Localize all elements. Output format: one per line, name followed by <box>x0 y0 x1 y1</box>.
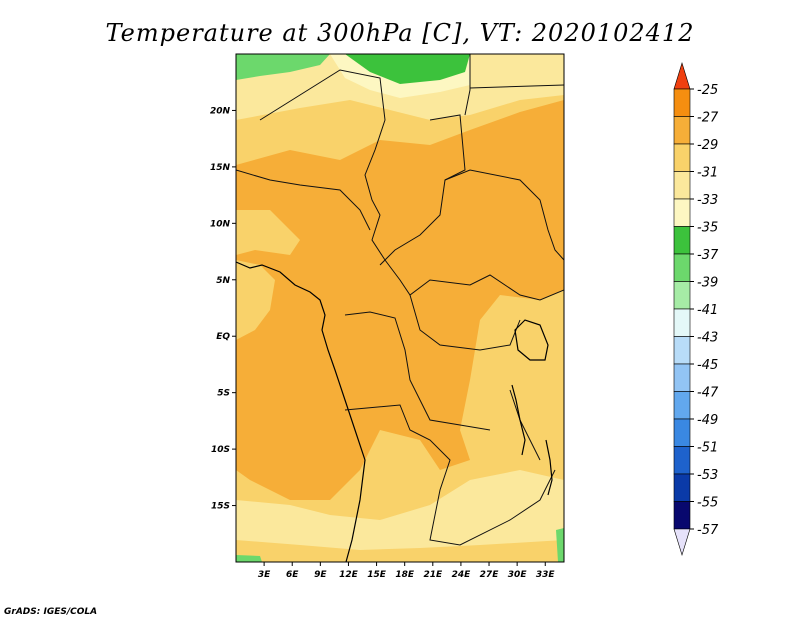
colorbar-label: -25 <box>697 83 718 98</box>
map-title: Temperature at 300hPa [C], VT: 202010241… <box>106 19 695 47</box>
colorbar: -25 -27 -29 -31 -33 -35 -37 -39 -41 -43 -45 -47 -49 -… <box>673 61 719 557</box>
lat-tick-label: 20N <box>210 106 231 116</box>
field-se-39 <box>556 528 564 562</box>
lat-tick-label: 15S <box>211 502 230 512</box>
lon-tick-label: 9E <box>314 570 327 580</box>
colorbar-label: -31 <box>697 166 718 181</box>
border-sudan <box>444 169 564 261</box>
map-borders <box>236 54 564 562</box>
border-libya <box>464 54 471 116</box>
border-sahel <box>236 169 371 231</box>
colorbar-label: -55 <box>697 496 718 511</box>
lon-tick-label: 6E <box>286 570 299 580</box>
colorbar-swatch <box>673 253 691 282</box>
colorbar-swatch <box>673 198 691 227</box>
colorbar-swatch <box>673 143 691 172</box>
colorbar-swatch <box>673 88 691 117</box>
field-west-31 <box>236 260 275 340</box>
colorbar-label: -43 <box>697 331 718 346</box>
field-central-29 <box>236 100 564 500</box>
colorbar-swatch <box>673 501 691 530</box>
colorbar-swatch <box>673 116 691 145</box>
border-central-1 <box>259 69 564 301</box>
lon-tick-label: 30E <box>508 570 528 580</box>
longitude-axis: 3E 6E 9E 12E 15E 18E 21E 24E 27E 30E 33E <box>258 562 556 580</box>
colorbar-label: -41 <box>697 303 718 318</box>
colorbar-label: -35 <box>697 221 718 236</box>
colorbar-label: -39 <box>697 276 718 291</box>
colorbar-swatch <box>673 171 691 200</box>
colorbar-swatch <box>673 446 691 475</box>
field-east-31 <box>495 340 564 470</box>
field-north-37 <box>345 54 470 84</box>
colorbar-label: -27 <box>697 111 719 126</box>
field-west2-31 <box>236 210 300 255</box>
border-congo-n <box>409 294 521 351</box>
field-north-39 <box>236 54 330 80</box>
colorbar-label: -49 <box>697 413 718 428</box>
lat-tick-label: 5S <box>217 389 230 399</box>
lat-tick-label: EQ <box>216 332 230 342</box>
lon-tick-label: 3E <box>258 570 271 580</box>
colorbar-label: -37 <box>697 248 719 263</box>
field-sw-39 <box>236 555 262 562</box>
colorbar-label: -47 <box>697 386 719 401</box>
border-angola-zambia <box>344 404 556 546</box>
colorbar-swatch <box>673 281 691 310</box>
colorbar-label: -45 <box>697 358 718 373</box>
lat-tick-label: 5N <box>216 276 230 286</box>
lake-victoria <box>514 319 549 361</box>
map-frame <box>235 53 565 563</box>
colorbar-label: -33 <box>697 193 718 208</box>
colorbar-swatch <box>673 336 691 365</box>
colorbar-bottom-arrow <box>673 528 691 557</box>
colorbar-label: -57 <box>697 523 719 538</box>
field-ne-33 <box>470 54 564 90</box>
lon-tick-label: 27E <box>480 570 500 580</box>
lake-malawi <box>545 439 553 496</box>
latitude-axis: 20N 15N 10N 5N EQ 5S 10S 15S <box>210 106 236 512</box>
colorbar-swatch <box>673 308 691 337</box>
coastline-west <box>236 261 366 562</box>
lake-tanganyika <box>511 384 526 456</box>
border-tanzania <box>509 389 541 461</box>
colorbar-swatch <box>673 363 691 392</box>
field-south-31 <box>236 540 564 562</box>
lat-tick-label: 10S <box>211 445 230 455</box>
lon-tick-label: 21E <box>423 570 443 580</box>
lat-tick-label: 10N <box>210 219 231 229</box>
border-egypt <box>469 84 564 89</box>
lon-tick-label: 18E <box>395 570 415 580</box>
border-chad <box>379 114 466 266</box>
grads-credit: GrADS: IGES/COLA <box>4 607 97 617</box>
lon-tick-label: 33E <box>536 570 556 580</box>
colorbar-label: -29 <box>697 138 718 153</box>
colorbar-label: -51 <box>697 441 718 456</box>
temperature-field <box>236 54 564 562</box>
colorbar-top-arrow <box>673 61 691 90</box>
colorbar-swatch <box>673 418 691 447</box>
colorbar-swatch <box>673 391 691 420</box>
field-south-33 <box>236 470 564 562</box>
colorbar-swatch <box>673 473 691 502</box>
colorbar-swatch <box>673 226 691 255</box>
lat-tick-label: 15N <box>210 163 231 173</box>
lon-tick-label: 24E <box>452 570 472 580</box>
border-congo-w <box>344 311 491 431</box>
lon-tick-label: 12E <box>339 570 359 580</box>
lon-tick-label: 15E <box>367 570 387 580</box>
colorbar-label: -53 <box>697 468 718 483</box>
